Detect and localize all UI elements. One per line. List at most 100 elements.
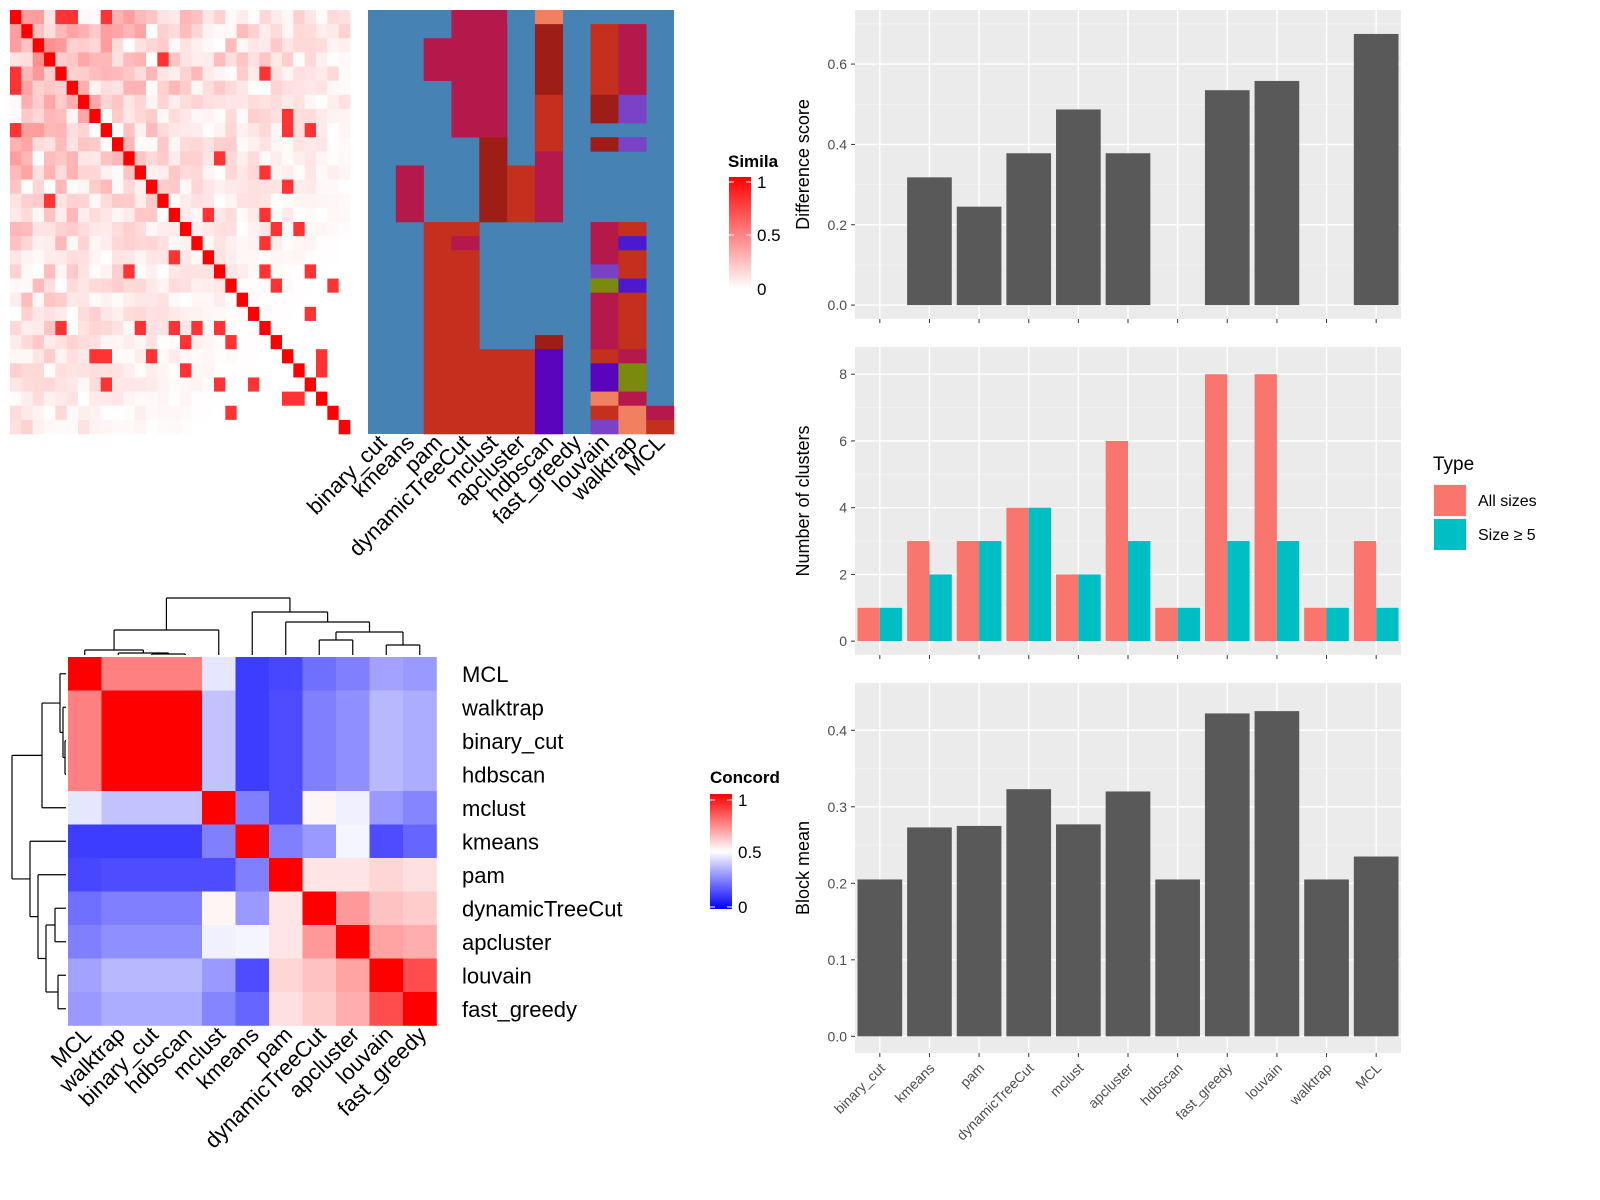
similarity-cell bbox=[123, 363, 135, 378]
similarity-cell bbox=[236, 66, 249, 81]
similarity-cell bbox=[146, 123, 158, 138]
x-tick-label: walktrap bbox=[1286, 1060, 1335, 1109]
similarity-cell bbox=[236, 137, 249, 152]
similarity-cell bbox=[21, 264, 33, 279]
similarity-cell bbox=[293, 278, 305, 293]
similarity-cell bbox=[293, 108, 305, 124]
similarity-cell bbox=[66, 335, 79, 350]
concordance-cell bbox=[269, 657, 303, 691]
similarity-cell bbox=[100, 264, 113, 279]
similarity-cell bbox=[282, 66, 294, 81]
similarity-cell bbox=[32, 66, 45, 81]
colorbar-tick-label: 0.5 bbox=[738, 843, 762, 862]
concordance-cell bbox=[68, 824, 102, 859]
similarity-cell bbox=[78, 151, 90, 166]
bar bbox=[907, 177, 952, 306]
similarity-cell bbox=[134, 222, 147, 237]
similarity-cell bbox=[66, 363, 79, 378]
similarity-cell bbox=[338, 10, 351, 25]
similarity-cell bbox=[123, 165, 135, 180]
similarity-cell bbox=[293, 52, 305, 67]
similarity-cell bbox=[338, 151, 351, 166]
similarity-cell bbox=[316, 278, 328, 293]
similarity-cell bbox=[180, 419, 192, 435]
similarity-cell bbox=[44, 193, 56, 209]
similarity-cell bbox=[202, 306, 215, 322]
similarity-cell bbox=[100, 123, 113, 138]
concordance-cell bbox=[101, 824, 136, 859]
similarity-cell bbox=[338, 306, 351, 322]
concordance-cell bbox=[101, 724, 136, 758]
concordance-row-label: mclust bbox=[462, 796, 526, 821]
similarity-cell bbox=[146, 38, 158, 53]
similarity-cell bbox=[191, 123, 203, 138]
similarity-cell bbox=[112, 207, 124, 223]
concordance-cell bbox=[403, 791, 437, 825]
concordance-cell bbox=[68, 791, 102, 825]
similarity-cell bbox=[248, 419, 260, 435]
similarity-cell bbox=[316, 391, 328, 407]
concordance-cell bbox=[135, 925, 169, 959]
bar bbox=[1006, 789, 1052, 1037]
similarity-cell bbox=[168, 151, 181, 166]
similarity-cell bbox=[32, 419, 45, 435]
similarity-cell bbox=[100, 320, 113, 336]
similarity-cell bbox=[270, 66, 283, 81]
similarity-colorbar bbox=[729, 177, 751, 289]
similarity-cell bbox=[304, 405, 317, 421]
similarity-cell bbox=[180, 193, 192, 209]
similarity-cell bbox=[78, 306, 90, 322]
concordance-cell bbox=[101, 858, 136, 892]
similarity-cell bbox=[10, 151, 22, 166]
concordance-cell bbox=[369, 791, 404, 825]
y-tick-label: 4 bbox=[839, 500, 847, 516]
similarity-cell bbox=[259, 236, 271, 251]
similarity-cell bbox=[146, 207, 158, 223]
similarity-cell bbox=[100, 222, 113, 237]
similarity-cell bbox=[10, 137, 22, 152]
similarity-cell bbox=[259, 193, 271, 209]
similarity-cell bbox=[123, 137, 135, 152]
similarity-cell bbox=[214, 207, 226, 223]
similarity-cell bbox=[270, 250, 283, 265]
similarity-cell bbox=[327, 292, 339, 308]
similarity-cell bbox=[338, 377, 351, 392]
similarity-cell bbox=[100, 24, 113, 39]
similarity-cell bbox=[32, 108, 45, 124]
similarity-cell bbox=[316, 320, 328, 336]
similarity-cell bbox=[248, 391, 260, 407]
assignment-block bbox=[618, 236, 647, 251]
similarity-cell bbox=[157, 179, 169, 195]
concordance-cell bbox=[202, 891, 236, 926]
assignment-block bbox=[590, 391, 619, 407]
similarity-cell bbox=[214, 10, 226, 25]
similarity-cell bbox=[327, 165, 339, 180]
similarity-cell bbox=[338, 292, 351, 308]
similarity-cell bbox=[134, 377, 147, 392]
similarity-cell bbox=[282, 377, 294, 392]
similarity-cell bbox=[44, 320, 56, 336]
similarity-cell bbox=[89, 151, 101, 166]
similarity-cell bbox=[248, 320, 260, 336]
similarity-cell bbox=[10, 250, 22, 265]
similarity-cell bbox=[180, 222, 192, 237]
concordance-row-label: kmeans bbox=[462, 829, 539, 854]
similarity-cell bbox=[66, 349, 79, 364]
similarity-cell bbox=[168, 10, 181, 25]
similarity-cell bbox=[214, 250, 226, 265]
similarity-cell bbox=[146, 52, 158, 67]
similarity-cell bbox=[304, 165, 317, 180]
similarity-cell bbox=[21, 94, 33, 110]
similarity-cell bbox=[21, 151, 33, 166]
similarity-cell bbox=[55, 108, 67, 124]
similarity-cell bbox=[78, 405, 90, 421]
concordance-cell bbox=[101, 925, 136, 959]
similarity-cell bbox=[10, 38, 22, 53]
similarity-cell bbox=[293, 207, 305, 223]
similarity-cell bbox=[32, 52, 45, 67]
similarity-cell bbox=[146, 250, 158, 265]
similarity-cell bbox=[304, 38, 317, 53]
similarity-cell bbox=[327, 38, 339, 53]
similarity-cell bbox=[168, 66, 181, 81]
assignment-block bbox=[507, 349, 536, 435]
